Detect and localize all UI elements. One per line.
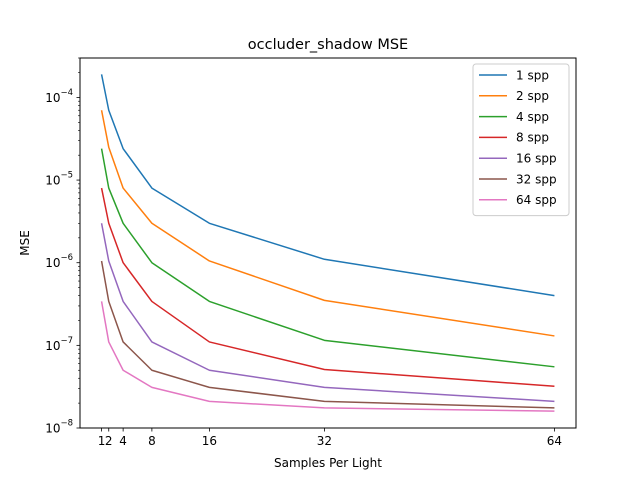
- y-tick-base: 10: [45, 422, 60, 436]
- legend-label: 8 spp: [516, 131, 549, 145]
- legend-label: 4 spp: [516, 110, 549, 124]
- legend-label: 64 spp: [516, 193, 557, 207]
- y-tick-base: 10: [45, 174, 60, 188]
- legend-label: 2 spp: [516, 89, 549, 103]
- x-tick-label: 16: [202, 434, 217, 448]
- plot-frame: [79, 57, 577, 429]
- x-tick-label: 32: [317, 434, 332, 448]
- series-line-6: [100, 260, 555, 409]
- x-tick-label: 2: [105, 434, 113, 448]
- series-line-1: [100, 74, 555, 297]
- y-tick-label: 10−8: [45, 419, 73, 436]
- y-tick-label: 10−7: [45, 336, 73, 353]
- series-line-2: [100, 110, 555, 337]
- series-line-5: [100, 223, 555, 403]
- x-axis: 1 2 4 8 16 32 64: [98, 428, 562, 448]
- y-tick-exponent: −4: [60, 88, 73, 98]
- series-line-7: [100, 301, 555, 412]
- y-tick-exponent: −8: [60, 419, 73, 429]
- chart-title: occluder_shadow MSE: [248, 37, 408, 53]
- legend-box: [472, 63, 570, 217]
- x-axis-label: Samples Per Light: [274, 456, 382, 470]
- x-tick-label: 1: [98, 434, 106, 448]
- y-tick-base: 10: [45, 91, 60, 105]
- legend-label: 16 spp: [516, 152, 557, 166]
- series-lines: [100, 74, 555, 412]
- y-axis-label: MSE: [18, 230, 32, 256]
- legend-label: 1 spp: [516, 68, 549, 82]
- y-tick-base: 10: [45, 256, 60, 270]
- y-tick-exponent: −5: [60, 171, 73, 181]
- legend: 1 spp 2 spp 4 spp 8 spp 16 spp 32 spp 64 spp: [472, 63, 570, 217]
- y-tick-base: 10: [45, 339, 60, 353]
- y-tick-exponent: −6: [60, 253, 73, 263]
- x-tick-label: 8: [148, 434, 156, 448]
- y-tick-label: 10−6: [45, 253, 73, 270]
- series-line-3: [100, 148, 555, 368]
- x-tick-label: 4: [119, 434, 127, 448]
- x-tick-label: 64: [547, 434, 562, 448]
- legend-label: 32 spp: [516, 172, 557, 186]
- series-line-4: [100, 187, 555, 387]
- y-tick-exponent: −7: [60, 336, 73, 346]
- y-axis: 10−810−710−610−510−4: [45, 57, 80, 436]
- y-tick-label: 10−5: [45, 171, 73, 188]
- y-tick-label: 10−4: [45, 88, 73, 105]
